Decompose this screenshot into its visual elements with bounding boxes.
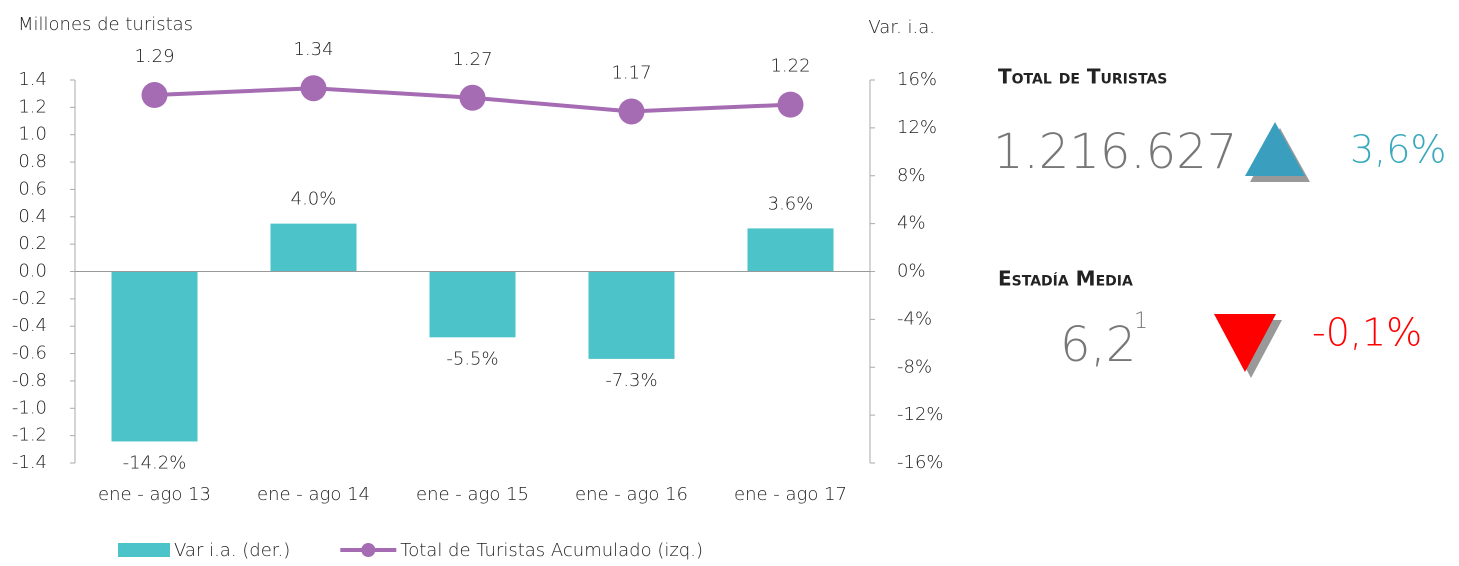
bar [588, 271, 675, 359]
y-tick-label: 0.8 [18, 151, 47, 172]
y2-tick-label: 8% [897, 165, 926, 186]
stay-change: -0,1% [1312, 311, 1422, 355]
bar [111, 271, 198, 442]
y-tick-label: 1.0 [18, 124, 47, 145]
y-tick-label: -1.4 [12, 452, 47, 473]
y-tick-label: 0.0 [18, 261, 47, 282]
legend-label: Total de Turistas Acumulado (izq.) [400, 540, 703, 561]
point-label: 1.27 [452, 49, 492, 70]
point-label: 1.34 [293, 39, 333, 60]
bar [747, 228, 834, 272]
stay-label: Estadía Media [998, 267, 1133, 291]
bar-label: 4.0% [291, 189, 337, 210]
y-tick-label: -0.8 [12, 370, 47, 391]
x-tick-label: ene - ago 14 [257, 484, 370, 505]
bar-label: -7.3% [605, 370, 657, 391]
y2-tick-label: 0% [897, 261, 926, 282]
bar-label: -5.5% [446, 348, 498, 369]
y-tick-label: -0.4 [12, 315, 47, 336]
y-tick-label: -1.0 [12, 397, 47, 418]
y2-tick-label: -12% [897, 404, 944, 425]
down-arrow [1214, 314, 1276, 372]
stay-value: 6,2 [1060, 317, 1136, 373]
y2-tick-label: -16% [897, 452, 944, 473]
total-label: Total de Turistas [998, 65, 1167, 89]
point [141, 82, 168, 109]
y-tick-label: 1.4 [18, 69, 47, 90]
y-tick-label: 1.2 [18, 96, 47, 117]
bar [270, 223, 357, 272]
stay-note: 1 [1134, 309, 1148, 334]
bar [429, 271, 516, 338]
x-tick-label: ene - ago 13 [98, 484, 211, 505]
y2-tick-label: -8% [897, 356, 932, 377]
legend-swatch [361, 543, 376, 557]
point-label: 1.17 [611, 62, 651, 83]
point-label: 1.29 [134, 46, 174, 67]
y2-axis-title: Var. i.a. [868, 17, 935, 38]
legend-label: Var i.a. (der.) [174, 540, 290, 561]
y-tick-label: -0.6 [12, 343, 47, 364]
point-label: 1.22 [770, 56, 810, 77]
x-tick-label: ene - ago 16 [575, 484, 688, 505]
point [459, 84, 486, 111]
y2-tick-label: -4% [897, 308, 932, 329]
bar-label: -14.2% [123, 452, 187, 473]
point [618, 98, 645, 125]
y-tick-label: -1.2 [12, 425, 47, 446]
y-tick-label: 0.6 [18, 178, 47, 199]
y2-tick-label: 16% [897, 69, 937, 90]
x-tick-label: ene - ago 15 [416, 484, 529, 505]
y2-tick-label: 12% [897, 117, 937, 138]
point [777, 91, 804, 118]
y2-tick-label: 4% [897, 213, 926, 234]
x-tick-label: ene - ago 17 [734, 484, 847, 505]
up-arrow [1245, 122, 1305, 176]
y-tick-label: 0.2 [18, 233, 47, 254]
bar-label: 3.6% [768, 193, 814, 214]
total-change: 3,6% [1350, 128, 1447, 172]
total-value: 1.216.627 [993, 124, 1237, 180]
y-tick-label: -0.2 [12, 288, 47, 309]
y-tick-label: 0.4 [18, 206, 47, 227]
point [300, 75, 327, 102]
legend-swatch [118, 543, 170, 557]
y-axis-title: Millones de turistas [18, 14, 193, 35]
